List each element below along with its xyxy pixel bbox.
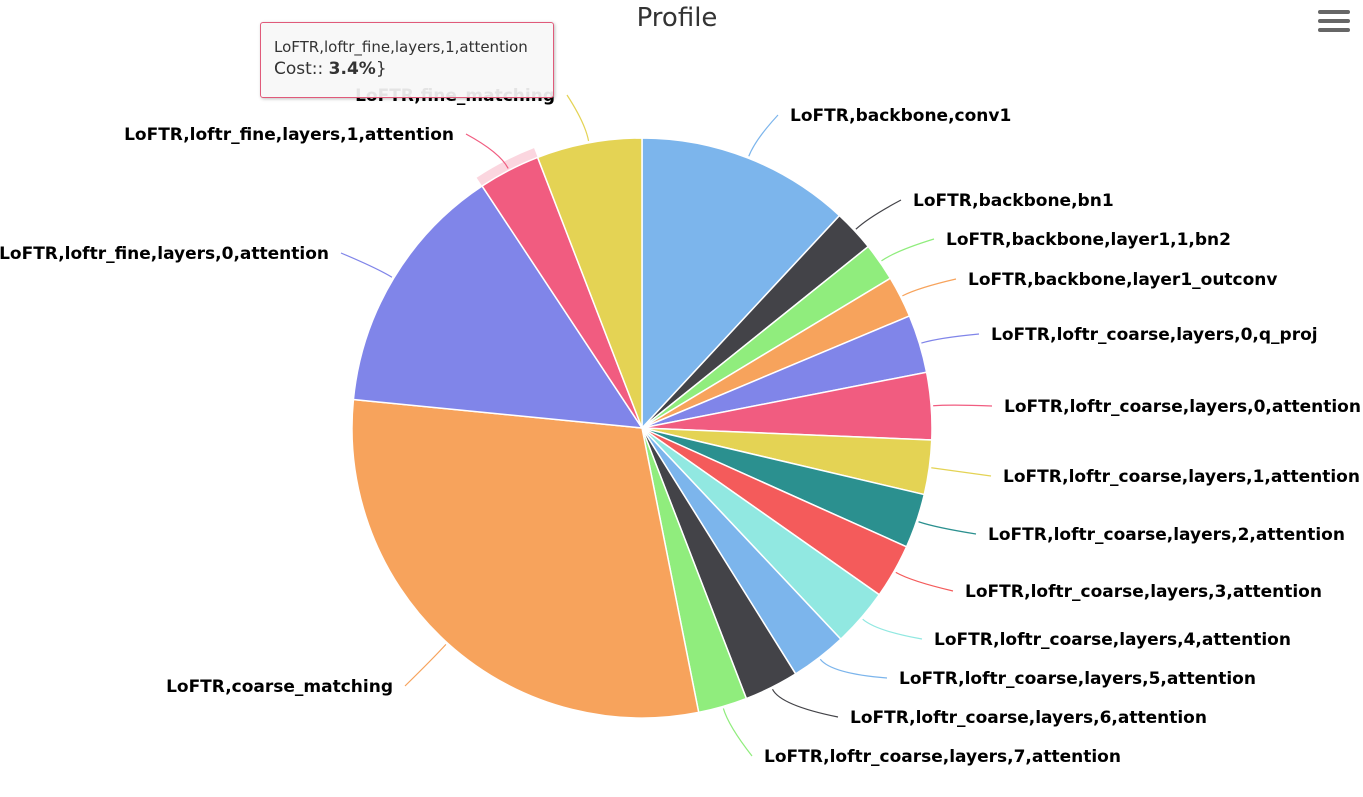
hamburger-menu-icon-bar (1318, 10, 1350, 14)
slice-label: LoFTR,loftr_coarse,layers,2,attention (988, 525, 1345, 545)
slice-label: LoFTR,loftr_coarse,layers,4,attention (934, 630, 1291, 650)
slice-label: LoFTR,backbone,layer1_outconv (968, 270, 1278, 290)
pie-slice[interactable] (641, 137, 841, 430)
label-connector (855, 199, 902, 230)
tooltip-suffix: } (375, 59, 387, 79)
label-connector (918, 521, 977, 535)
label-connector (465, 133, 509, 169)
tooltip-value: 3.4% (328, 59, 376, 79)
label-connector (722, 708, 753, 757)
chart-title: Profile (637, 3, 718, 33)
slice-label: LoFTR,loftr_fine,layers,1,attention (124, 125, 454, 145)
tooltip-label: Cost:: (274, 59, 329, 79)
slice-label: LoFTR,loftr_fine,layers,0,attention (0, 244, 329, 264)
label-connector (404, 643, 447, 687)
label-connector (748, 114, 779, 157)
slice-label: LoFTR,loftr_coarse,layers,7,attention (764, 747, 1121, 767)
pie-slice[interactable] (352, 185, 644, 429)
pie-slice[interactable] (536, 137, 643, 429)
label-connector (566, 94, 590, 142)
slice-label: LoFTR,backbone,bn1 (913, 191, 1114, 211)
slice-label: LoFTR,loftr_coarse,layers,5,attention (899, 669, 1256, 689)
hamburger-menu-icon-bar (1318, 28, 1350, 32)
slice-label: LoFTR,loftr_coarse,layers,6,attention (850, 708, 1207, 728)
label-connector (921, 333, 980, 344)
slice-label: LoFTR,loftr_coarse,layers,1,attention (1003, 467, 1360, 487)
slice-label: LoFTR,loftr_coarse,layers,3,attention (965, 582, 1322, 602)
slice-labels: LoFTR,backbone,conv1 LoFTR,backbone,bn1 Lo… (0, 86, 1361, 767)
label-connector (340, 252, 393, 278)
slice-label: LoFTR,backbone,layer1,1,bn2 (946, 230, 1231, 250)
label-connector (931, 467, 992, 477)
tooltip-header: LoFTR,loftr_fine,layers,1,attention (274, 38, 528, 56)
slice-tooltip: LoFTR,loftr_fine,layers,1,attention Cost… (260, 22, 554, 98)
label-connector (933, 404, 993, 407)
label-connector (895, 571, 954, 592)
label-connector (819, 658, 888, 679)
slice-label: LoFTR,coarse_matching (166, 677, 393, 697)
label-connector (902, 278, 957, 297)
tooltip-body: Cost:: 3.4%} (274, 59, 553, 79)
label-connector (881, 238, 935, 262)
pie-slices (351, 137, 933, 719)
slice-label: LoFTR,loftr_coarse,layers,0,attention (1004, 397, 1361, 417)
hamburger-menu-icon-bar (1318, 19, 1350, 23)
slice-label: LoFTR,backbone,conv1 (790, 106, 1011, 126)
label-connector (862, 618, 923, 640)
chart-menu-button[interactable] (1318, 10, 1350, 36)
slice-label: LoFTR,loftr_coarse,layers,0,q_proj (991, 325, 1318, 345)
pie-slice[interactable] (351, 398, 700, 719)
label-connector (771, 688, 839, 718)
label-connectors (340, 94, 993, 757)
